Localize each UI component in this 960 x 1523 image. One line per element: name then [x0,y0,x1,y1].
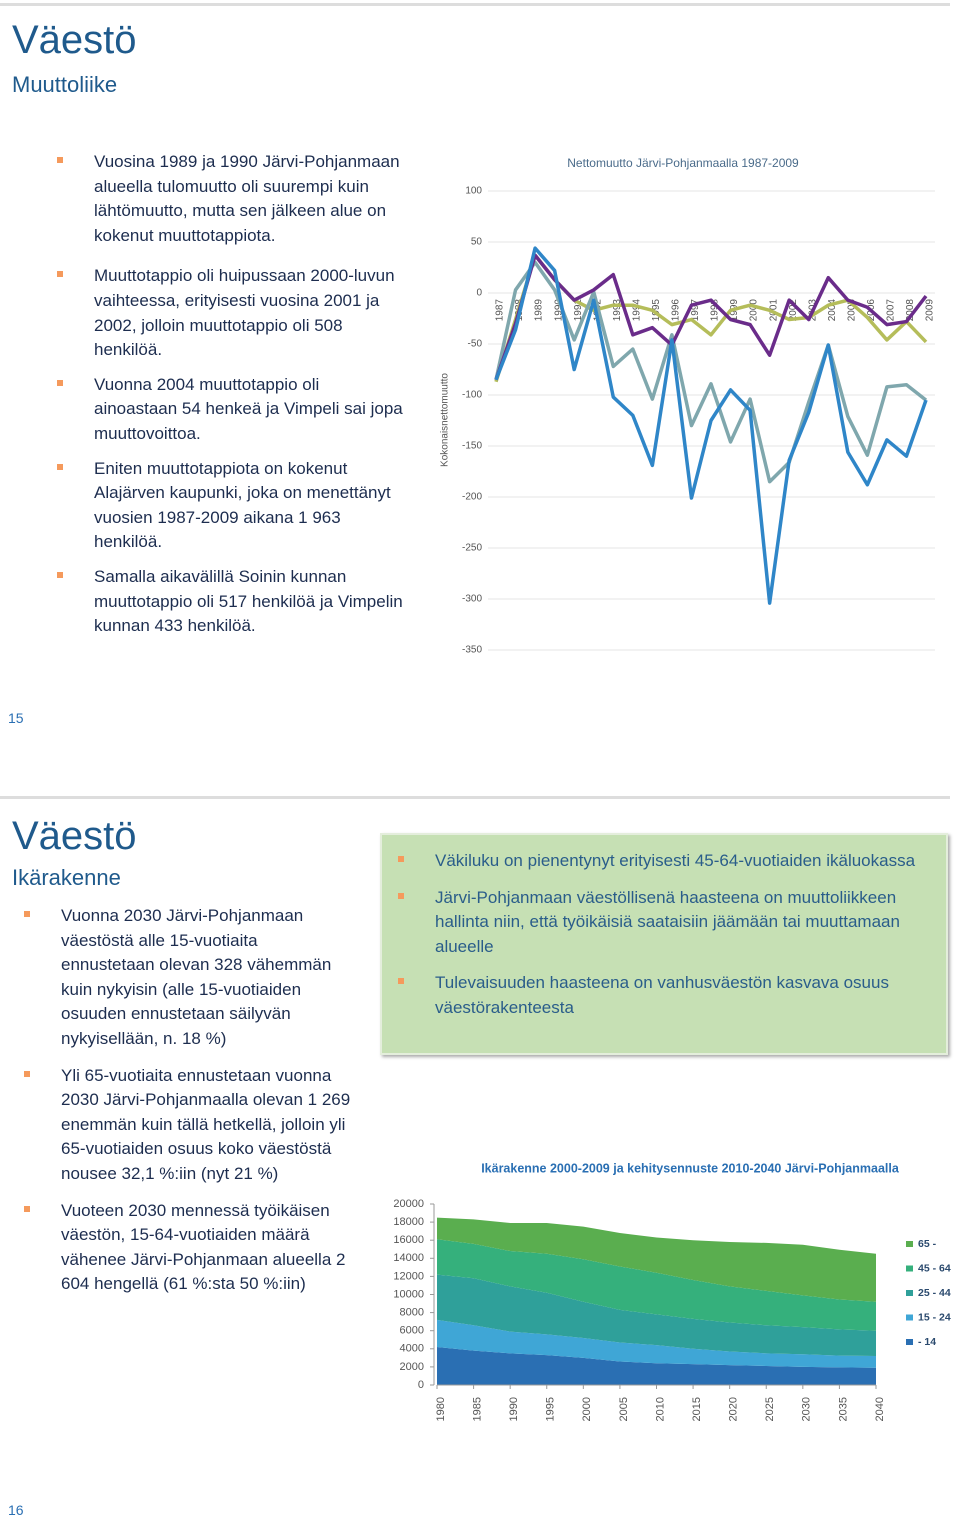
area-band [437,1239,876,1331]
y-tick-label: 10000 [393,1288,424,1300]
series-line [494,253,928,381]
x-tick-label: 1993 [612,299,623,322]
x-tick-label: 2000 [749,299,760,322]
page-number: 15 [8,710,24,726]
y-tick-label: 16000 [393,1234,424,1246]
x-tick-label: 1998 [710,299,721,322]
bullet: Tulevaisuuden haasteena on vanhusväestön… [398,971,925,1020]
area-band [437,1319,876,1368]
box-bullet-list: Väkiluku on pienentynyt erityisesti 45-6… [398,849,925,1033]
x-tick-label: 1985 [471,1397,483,1421]
x-tick-label: 2030 [801,1397,813,1421]
legend-swatch [906,1241,913,1247]
x-tick-label: 1991 [573,299,584,322]
x-tick-label: 1990 [553,299,564,322]
highlight-box [380,833,948,1055]
x-tick-label: 2010 [654,1397,666,1421]
bullet: Järvi-Pohjanmaan väestöllisenä haasteena… [398,886,925,960]
top-rule [0,3,950,6]
legend-label: 25 - 44 [918,1287,951,1299]
y-tick-label: 0 [418,1379,424,1391]
area-band [437,1274,876,1357]
y-tick-label: 8000 [400,1307,424,1319]
x-tick-label: 2020 [728,1397,740,1421]
y-tick-label: 100 [465,186,482,197]
x-tick-label: 1997 [690,299,701,322]
bullet: Eniten muuttotappiota on kokenut Alajärv… [57,457,404,555]
y-tick-label: 2000 [400,1361,424,1373]
y-tick-label: -300 [462,594,482,605]
y-tick-label: 0 [476,288,482,299]
y-tick-label: -150 [462,441,482,452]
y-tick-label: 12000 [393,1270,424,1282]
x-tick-label: 2005 [618,1397,630,1421]
y-tick-label: 6000 [400,1325,424,1337]
series-line [494,260,928,484]
bullet: Yli 65-vuotiaita ennustetaan vuonna 2030… [24,1064,351,1187]
y-tick-label: -100 [462,390,482,401]
x-tick-label: 2015 [691,1397,703,1421]
bullet-list: Vuonna 2030 Järvi-Pohjanmaan väestöstä a… [24,904,351,1309]
x-tick-label: 2040 [874,1397,886,1421]
x-tick-label: 1994 [631,299,642,322]
page-number: 16 [8,1502,24,1518]
legend-label: - 14 [918,1336,936,1348]
y-tick-label: 14000 [393,1252,424,1264]
legend-label: 65 - [918,1238,937,1250]
y-tick-label: 18000 [393,1216,424,1228]
legend-swatch [906,1290,913,1296]
slide-title: Väestö [12,814,137,858]
y-axis-label: Kokonaisnettomuutto [440,373,451,467]
series-line [494,246,928,605]
x-tick-label: 1987 [495,299,506,322]
x-tick-label: 2007 [886,299,897,322]
legend-label: 45 - 64 [918,1262,951,1274]
x-tick-label: 2001 [768,299,779,322]
slide-divider [0,796,950,799]
slide-subtitle: Muuttoliike [12,72,118,97]
x-tick-label: 1996 [671,299,682,322]
bullet: Vuosina 1989 ja 1990 Järvi-Pohjanmaan al… [57,150,404,248]
legend-label: 15 - 24 [918,1311,951,1323]
bullet-list: Vuosina 1989 ja 1990 Järvi-Pohjanmaan al… [57,150,404,651]
x-tick-label: 2035 [837,1397,849,1421]
y-tick-label: 50 [471,237,483,248]
y-tick-label: -200 [462,492,482,503]
area-band [437,1217,876,1302]
x-tick-label: 2009 [925,299,936,322]
x-tick-label: 2008 [905,299,916,322]
bullet: Samalla aikavälillä Soinin kunnan muutto… [57,565,404,639]
x-tick-label: 1980 [435,1397,447,1421]
bullet: Vuonna 2004 muuttotappio oli ainoastaan … [57,373,404,447]
x-tick-label: 1989 [534,299,545,322]
x-tick-label: 1995 [651,299,662,322]
x-tick-label: 2002 [788,299,799,322]
x-tick-label: 2000 [581,1397,593,1421]
x-tick-label: 1995 [545,1397,557,1421]
y-tick-label: 20000 [393,1198,424,1210]
bullet: Muuttotappio oli huipussaan 2000-luvun v… [57,264,404,362]
bullet: Väkiluku on pienentynyt erityisesti 45-6… [398,849,925,874]
chart-title: Nettomuutto Järvi-Pohjanmaalla 1987-2009 [567,156,799,170]
area-band [437,1346,876,1385]
x-tick-label: 2005 [846,299,857,322]
y-tick-label: -350 [462,645,482,656]
legend-swatch [906,1314,913,1321]
y-tick-label: -50 [468,339,483,350]
x-tick-label: 2004 [827,299,838,322]
slide-title: Väestö [12,18,137,62]
bullet: Vuoteen 2030 mennessä työikäisen väestön… [24,1199,351,1297]
slide-subtitle: Ikärakenne [12,865,121,890]
legend-swatch [906,1265,913,1272]
legend-swatch [906,1339,913,1345]
x-tick-label: 1990 [508,1397,520,1421]
bullet: Vuonna 2030 Järvi-Pohjanmaan väestöstä a… [24,904,351,1052]
y-tick-label: 4000 [400,1343,424,1355]
x-tick-label: 2025 [764,1397,776,1421]
y-tick-label: -250 [462,543,482,554]
chart-title: Ikärakenne 2000-2009 ja kehitysennuste 2… [481,1161,900,1175]
